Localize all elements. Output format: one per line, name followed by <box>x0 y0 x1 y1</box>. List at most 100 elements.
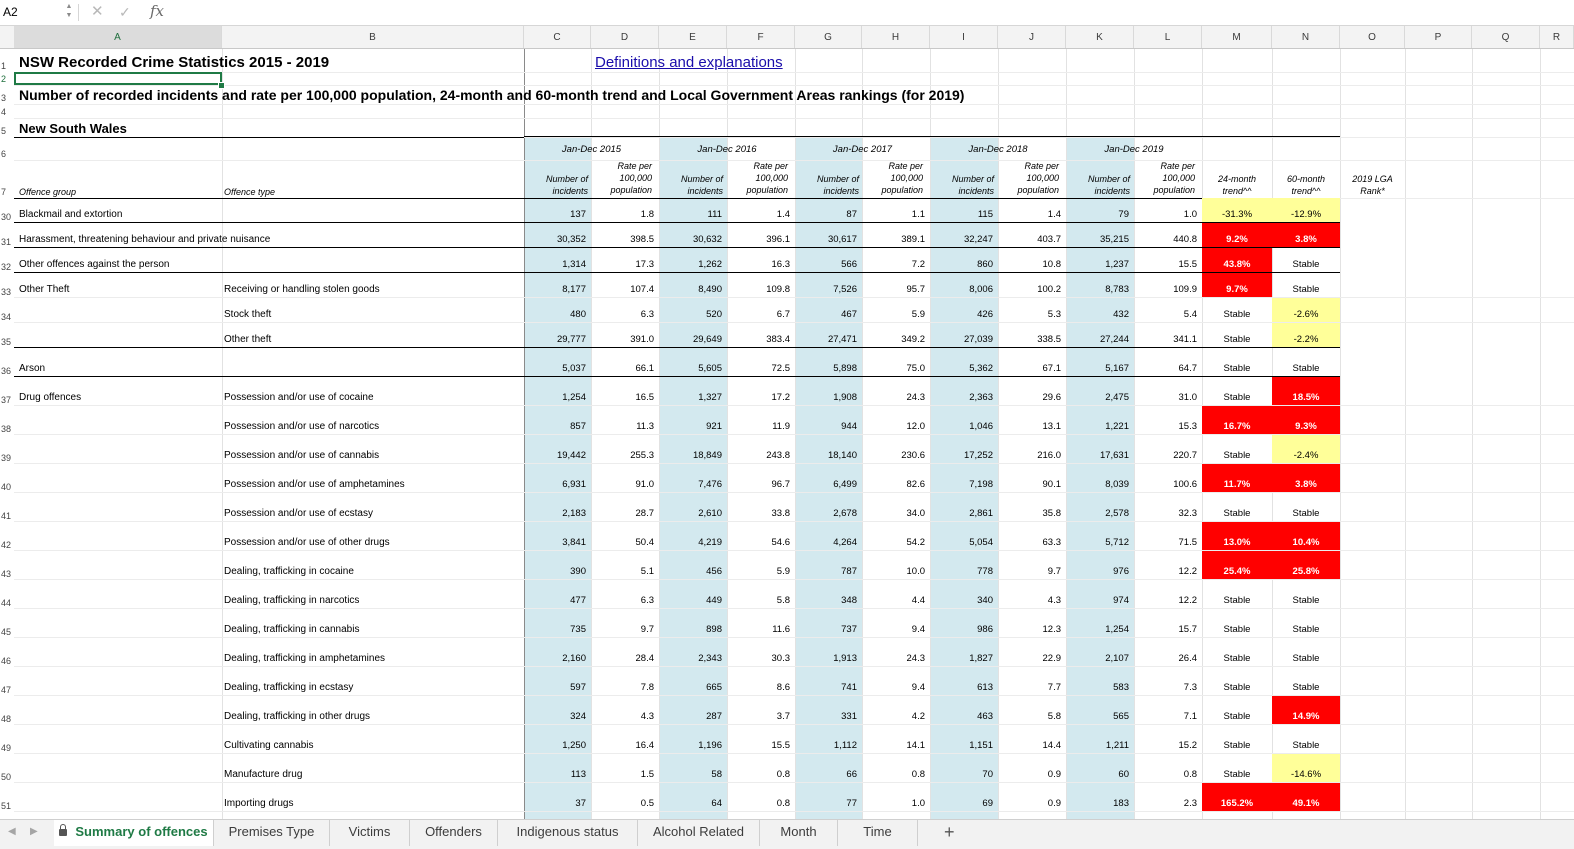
column-header-g[interactable]: G <box>795 26 862 48</box>
rate-cell: 67.1 <box>1042 363 1062 374</box>
formula-input[interactable] <box>175 3 1565 22</box>
trend-60-value: 14.9% <box>1292 711 1320 722</box>
column-header-l[interactable]: L <box>1134 26 1202 48</box>
column-header-h[interactable]: H <box>862 26 930 48</box>
incident-count-cell: 348 <box>841 595 857 606</box>
column-header-p[interactable]: P <box>1405 26 1472 48</box>
sheet-tab-time[interactable]: Time <box>838 820 918 846</box>
row-header-6[interactable]: 6 <box>0 137 14 160</box>
incident-count-cell: 3,841 <box>562 537 586 548</box>
sheet-tab-offenders[interactable]: Offenders <box>410 820 498 846</box>
row-header-3[interactable]: 3 <box>0 85 14 104</box>
gridline <box>14 782 1574 783</box>
column-header-i[interactable]: I <box>930 26 998 48</box>
sheet-tab-indigenous-status[interactable]: Indigenous status <box>498 820 638 846</box>
name-box[interactable]: A2 <box>3 5 18 19</box>
next-sheet-icon[interactable]: ▶ <box>30 826 38 837</box>
column-header-d[interactable]: D <box>591 26 659 48</box>
selected-cell[interactable] <box>14 72 222 85</box>
row-header-35[interactable]: 35 <box>0 323 14 348</box>
column-highlight <box>659 137 727 819</box>
sheet-tab-label: Time <box>863 824 892 839</box>
column-header-f[interactable]: F <box>727 26 795 48</box>
previous-sheet-icon[interactable]: ◀ <box>8 826 16 837</box>
name-box-stepper-icon[interactable]: ▲ ▼ <box>65 3 73 19</box>
sheet-tab-alcohol-related[interactable]: Alcohol Related <box>638 820 760 846</box>
row-header-45[interactable]: 45 <box>0 609 14 638</box>
incident-count-cell: 565 <box>1113 711 1129 722</box>
rate-cell: 5.4 <box>1183 309 1197 320</box>
row-header-7[interactable]: 7 <box>0 160 14 198</box>
sheet-tab-summary-of-offences[interactable]: Summary of offences <box>54 820 214 846</box>
column-header-e[interactable]: E <box>659 26 727 48</box>
column-header-a[interactable]: A <box>14 26 222 48</box>
row-header-2[interactable]: 2 <box>0 72 14 85</box>
border-rule <box>14 347 1340 348</box>
sheet-subtitle: Number of recorded incidents and rate pe… <box>19 87 965 103</box>
cancel-icon[interactable]: ✕ <box>91 3 104 20</box>
row-header-47[interactable]: 47 <box>0 667 14 696</box>
column-header-m[interactable]: M <box>1202 26 1272 48</box>
incident-count-cell: 390 <box>570 566 586 577</box>
rate-cell: 1.4 <box>1047 209 1061 220</box>
row-header-30[interactable]: 30 <box>0 198 14 223</box>
column-highlight <box>1066 137 1134 819</box>
sheet-tab-victims[interactable]: Victims <box>330 820 410 846</box>
row-header-42[interactable]: 42 <box>0 522 14 551</box>
row-header-4[interactable]: 4 <box>0 104 14 118</box>
incident-count-cell: 8,783 <box>1105 284 1129 295</box>
incident-count-cell: 37 <box>575 798 586 809</box>
incident-count-cell: 787 <box>841 566 857 577</box>
rate-cell: 403.7 <box>1037 234 1061 245</box>
trend-60-value: 3.8% <box>1295 234 1317 245</box>
row-header-5[interactable]: 5 <box>0 118 14 137</box>
row-header-51[interactable]: 51 <box>0 783 14 812</box>
row-header-33[interactable]: 33 <box>0 273 14 298</box>
trend-highlight <box>1202 551 1272 580</box>
sheet-tab-label: Victims <box>348 824 391 839</box>
column-header-k[interactable]: K <box>1066 26 1134 48</box>
column-header-r[interactable]: R <box>1540 26 1574 48</box>
row-header-40[interactable]: 40 <box>0 464 14 493</box>
column-header-q[interactable]: Q <box>1472 26 1540 48</box>
column-header-o[interactable]: O <box>1340 26 1405 48</box>
offence-type-cell: Possession and/or use of other drugs <box>224 537 390 548</box>
row-header-41[interactable]: 41 <box>0 493 14 522</box>
row-header-44[interactable]: 44 <box>0 580 14 609</box>
column-header-c[interactable]: C <box>524 26 591 48</box>
row-header-32[interactable]: 32 <box>0 248 14 273</box>
rate-cell: 5.9 <box>776 566 790 577</box>
column-header-n[interactable]: N <box>1272 26 1340 48</box>
rate-cell: 1.1 <box>911 209 925 220</box>
row-header-34[interactable]: 34 <box>0 298 14 323</box>
row-header-37[interactable]: 37 <box>0 377 14 406</box>
row-header-38[interactable]: 38 <box>0 406 14 435</box>
sheet-grid[interactable]: NSW Recorded Crime Statistics 2015 - 201… <box>14 49 1574 819</box>
column-header-j[interactable]: J <box>998 26 1066 48</box>
row-header-1[interactable]: 1 <box>0 49 14 72</box>
fill-handle[interactable] <box>218 82 225 89</box>
incident-count-cell: 5,712 <box>1105 537 1129 548</box>
incident-count-cell: 2,343 <box>698 653 722 664</box>
incident-count-cell: 8,490 <box>698 284 722 295</box>
add-sheet-icon[interactable]: + <box>944 822 955 842</box>
row-header-43[interactable]: 43 <box>0 551 14 580</box>
sheet-tab-month[interactable]: Month <box>760 820 838 846</box>
insert-function-icon[interactable]: fx <box>150 2 165 20</box>
row-header-50[interactable]: 50 <box>0 754 14 783</box>
definitions-link[interactable]: Definitions and explanations <box>595 54 783 71</box>
row-header-39[interactable]: 39 <box>0 435 14 464</box>
row-header-31[interactable]: 31 <box>0 223 14 248</box>
offence-type-cell: Possession and/or use of ecstasy <box>224 508 373 519</box>
column-header-b[interactable]: B <box>222 26 524 48</box>
confirm-icon[interactable]: ✓ <box>119 4 131 20</box>
row-header-36[interactable]: 36 <box>0 348 14 377</box>
row-header-48[interactable]: 48 <box>0 696 14 725</box>
sheet-tab-premises-type[interactable]: Premises Type <box>214 820 330 846</box>
incident-count-cell: 32,247 <box>963 234 993 245</box>
row-header-46[interactable]: 46 <box>0 638 14 667</box>
offence-type-cell: Other theft <box>224 334 272 345</box>
incident-count-cell: 566 <box>841 259 857 270</box>
offence-type-cell: Receiving or handling stolen goods <box>224 284 380 295</box>
row-header-49[interactable]: 49 <box>0 725 14 754</box>
